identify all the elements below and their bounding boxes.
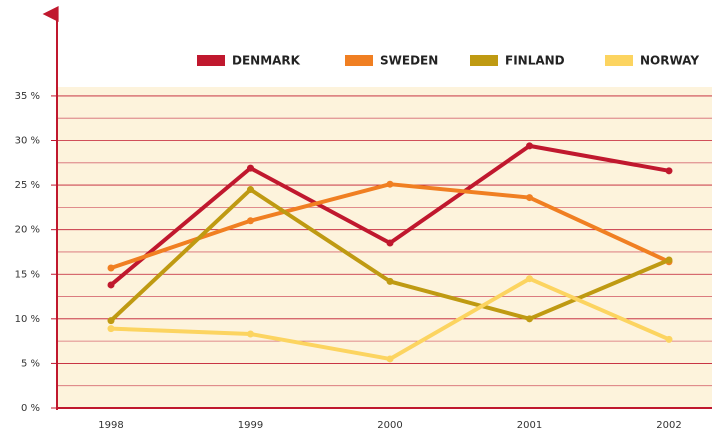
- point: [526, 315, 533, 323]
- point: [526, 275, 533, 283]
- point: [247, 217, 254, 225]
- legend-label: DENMARK: [232, 54, 301, 68]
- x-tick-label: 2002: [656, 420, 681, 431]
- x-tick-label: 1998: [98, 420, 123, 431]
- y-tick-label: 25 %: [15, 180, 40, 191]
- y-tick-label: 0 %: [21, 403, 40, 414]
- point: [247, 164, 254, 172]
- y-tick-label: 5 %: [21, 358, 40, 369]
- point: [386, 355, 394, 363]
- point: [526, 194, 533, 202]
- x-tick-label: 2001: [517, 420, 542, 431]
- point: [665, 256, 673, 264]
- y-tick-label: 15 %: [15, 269, 40, 280]
- y-tick-label: 35 %: [15, 91, 40, 102]
- point: [386, 277, 394, 285]
- legend-swatch: [605, 55, 633, 66]
- legend-swatch: [345, 55, 373, 66]
- legend-swatch: [197, 55, 225, 66]
- point: [665, 335, 673, 343]
- point: [665, 167, 673, 175]
- point: [107, 317, 115, 325]
- point: [107, 264, 115, 272]
- legend-label: NORWAY: [640, 54, 699, 68]
- y-tick-label: 10 %: [15, 314, 40, 325]
- point: [526, 142, 533, 150]
- point: [247, 186, 254, 194]
- point: [386, 239, 394, 247]
- point: [386, 180, 394, 188]
- legend-swatch: [470, 55, 498, 66]
- y-tick-label: 20 %: [15, 225, 40, 236]
- y-tick-label: 30 %: [15, 136, 40, 147]
- x-tick-label: 1999: [238, 420, 263, 431]
- legend-label: SWEDEN: [380, 54, 438, 68]
- x-tick-label: 2000: [377, 420, 402, 431]
- point: [247, 330, 254, 338]
- point: [107, 325, 115, 333]
- point: [107, 281, 115, 289]
- legend-label: FINLAND: [505, 54, 565, 68]
